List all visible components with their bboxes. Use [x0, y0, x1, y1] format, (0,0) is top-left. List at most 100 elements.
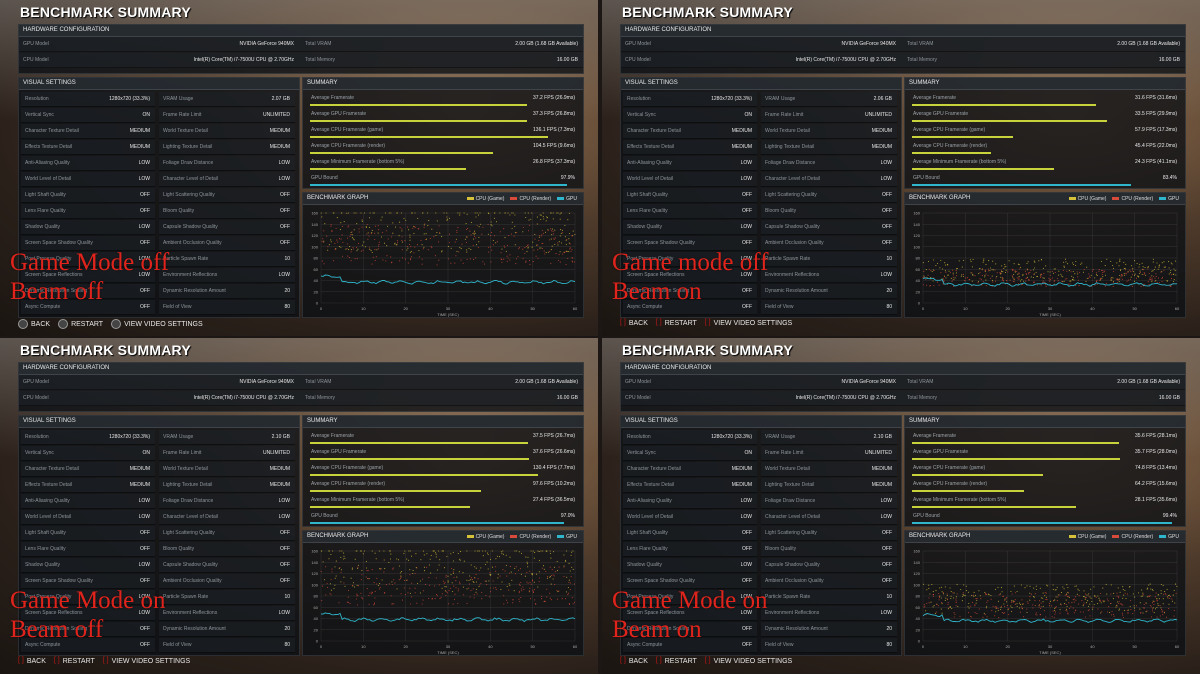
data-point [1075, 285, 1077, 287]
data-point [456, 576, 458, 578]
data-point [472, 588, 474, 590]
view-video-settings-button[interactable]: [ ] VIEW VIDEO SETTINGS [705, 319, 792, 327]
data-point [1050, 605, 1053, 607]
setting-label: Ambient Occlusion Quality [163, 578, 222, 584]
data-point [480, 567, 482, 569]
setting-label: Screen Space Shadow Quality [627, 240, 695, 246]
data-point [423, 226, 425, 228]
data-point [1141, 273, 1143, 275]
back-button[interactable]: BACK [18, 319, 50, 329]
data-point [435, 553, 437, 555]
restart-button[interactable]: [ ] RESTART [54, 657, 95, 665]
data-point [332, 550, 334, 552]
restart-button[interactable]: [ ] RESTART [656, 319, 697, 327]
setting-value: 20 [886, 626, 892, 632]
total-vram-label: Total VRAM [907, 41, 934, 47]
data-point [488, 580, 490, 582]
legend-label: GPU [566, 196, 577, 202]
data-point [330, 239, 332, 241]
data-point [466, 213, 468, 215]
data-point [1123, 272, 1125, 275]
data-point [573, 601, 576, 603]
setting-label: Dynamic Resolution Scaling [25, 288, 88, 294]
page-title: BENCHMARK SUMMARY [622, 4, 793, 20]
setting-row: World Level of Detail LOW [21, 510, 155, 525]
data-point [478, 236, 480, 238]
series-cpu-game [922, 583, 1178, 614]
setting-row: Shadow Quality LOW [623, 220, 757, 235]
data-point [1169, 285, 1171, 287]
data-point [373, 604, 375, 606]
data-point [1139, 272, 1141, 275]
data-point [439, 598, 441, 600]
data-point [1154, 608, 1157, 610]
setting-row: Lens Flare Quality OFF [623, 204, 757, 219]
data-point [1118, 595, 1120, 597]
data-point [1021, 599, 1023, 601]
data-point [504, 246, 506, 248]
restart-button[interactable]: RESTART [58, 319, 103, 329]
gpu-model-label: GPU Model [625, 41, 651, 47]
data-point [1142, 594, 1144, 596]
view-video-settings-button[interactable]: VIEW VIDEO SETTINGS [111, 319, 203, 329]
data-point [1041, 274, 1043, 276]
setting-value: OFF [140, 192, 150, 198]
summary-row: Average GPU Framerate 35.7 FPS (28.0ms) [909, 447, 1181, 463]
data-point [463, 212, 465, 214]
data-point [953, 278, 955, 280]
data-point [961, 266, 963, 268]
back-button[interactable]: [ ] BACK [620, 319, 648, 327]
setting-row: Shadow Quality LOW [623, 558, 757, 573]
setting-row: Screen Space Reflections LOW [623, 606, 757, 621]
data-point [473, 594, 475, 596]
view-video-settings-button[interactable]: [ ] VIEW VIDEO SETTINGS [705, 657, 792, 665]
data-point [485, 580, 487, 582]
setting-row: World Texture Detail MEDIUM [761, 462, 897, 477]
graph-legend: CPU (Game) CPU (Render) GPU [1063, 534, 1179, 540]
data-point [1138, 592, 1140, 594]
setting-row: Ambient Occlusion Quality OFF [761, 236, 897, 251]
data-point [492, 580, 494, 582]
data-point [518, 246, 521, 249]
data-point [367, 570, 369, 572]
view-video-settings-button[interactable]: [ ] VIEW VIDEO SETTINGS [103, 657, 190, 665]
data-point [434, 598, 436, 600]
data-point [1162, 614, 1164, 616]
restart-button[interactable]: [ ] RESTART [656, 657, 697, 665]
data-point [1156, 281, 1158, 283]
data-point [487, 223, 489, 226]
x-axis-label: TIME (SEC) [437, 650, 459, 655]
data-point [477, 246, 479, 248]
data-point [992, 605, 994, 607]
data-point [331, 568, 333, 570]
data-point [928, 268, 930, 270]
data-point [1023, 616, 1025, 618]
data-point [360, 592, 362, 594]
series-gpu [320, 274, 576, 285]
data-point [500, 252, 502, 254]
data-point [373, 603, 376, 605]
data-point [549, 575, 551, 577]
data-point [1049, 271, 1051, 273]
data-point [374, 238, 376, 241]
data-point [1176, 585, 1178, 587]
data-point [413, 232, 415, 234]
data-point [493, 217, 495, 219]
data-point [428, 564, 431, 566]
setting-label: Frame Rate Limit [163, 450, 202, 456]
data-point [400, 593, 402, 595]
data-point [515, 263, 517, 265]
back-button[interactable]: [ ] BACK [18, 657, 46, 665]
setting-label: Light Scattering Quality [765, 530, 817, 536]
x-tick-label: 10 [963, 644, 968, 649]
data-point [420, 559, 422, 561]
data-point [977, 282, 979, 284]
data-point [1134, 610, 1136, 612]
setting-value: 10 [284, 594, 290, 600]
data-point [473, 235, 476, 238]
data-point [984, 270, 986, 273]
back-button[interactable]: [ ] BACK [620, 657, 648, 665]
data-point [952, 269, 954, 271]
vram-usage-value: 2.06 GB [873, 96, 892, 102]
